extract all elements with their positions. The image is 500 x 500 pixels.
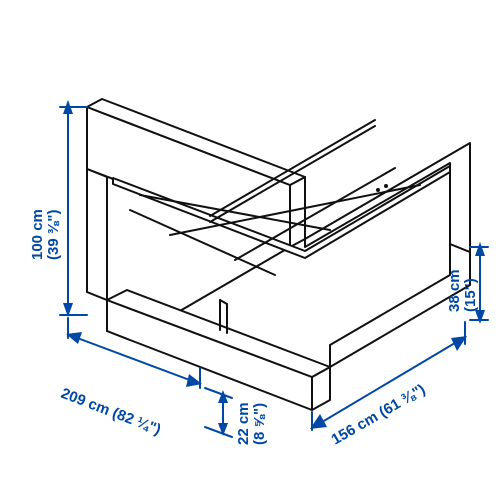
svg-text:22 cm: 22 cm [235,402,252,445]
svg-text:100 cm: 100 cm [29,209,46,260]
dim-length-in: (82 ¼") [110,405,163,439]
dim-foot-in: (15") [462,278,479,312]
svg-text:209 cm (82 ¼"): 209 cm (82 ¼") [59,385,164,439]
dim-width: 156 cm (61 ⅜") [310,322,467,448]
svg-text:156 cm (61 ⅜"): 156 cm (61 ⅜") [329,381,429,448]
dim-height-in: (39 ⅜") [45,210,62,260]
svg-text:38 cm: 38 cm [446,269,463,312]
dim-width-in: (61 ⅜") [376,381,428,421]
svg-text:(15"): (15") [462,278,479,312]
dim-height-headboard: 100 cm (39 ⅜") [29,100,87,317]
dim-foot-cm: 38 cm [446,269,463,312]
svg-text:(39 ⅜"): (39 ⅜") [45,210,62,260]
hardware-dot [384,184,388,188]
hardware-dot [376,188,380,192]
left-rail-top [87,169,107,300]
dim-clearance-cm: 22 cm [235,402,252,445]
bed-dimension-diagram: 100 cm (39 ⅜") 209 cm (82 ¼") 22 cm (8 ⅝… [0,0,500,500]
dim-height-cm: 100 cm [29,209,46,260]
svg-text:(8 ⅝"): (8 ⅝") [251,403,268,445]
dim-clearance: 22 cm (8 ⅝") [205,388,268,445]
headboard-side [290,177,305,247]
support-leg [220,300,227,304]
dim-length-cm: 209 cm [59,385,113,419]
dim-clearance-in: (8 ⅝") [251,403,268,445]
